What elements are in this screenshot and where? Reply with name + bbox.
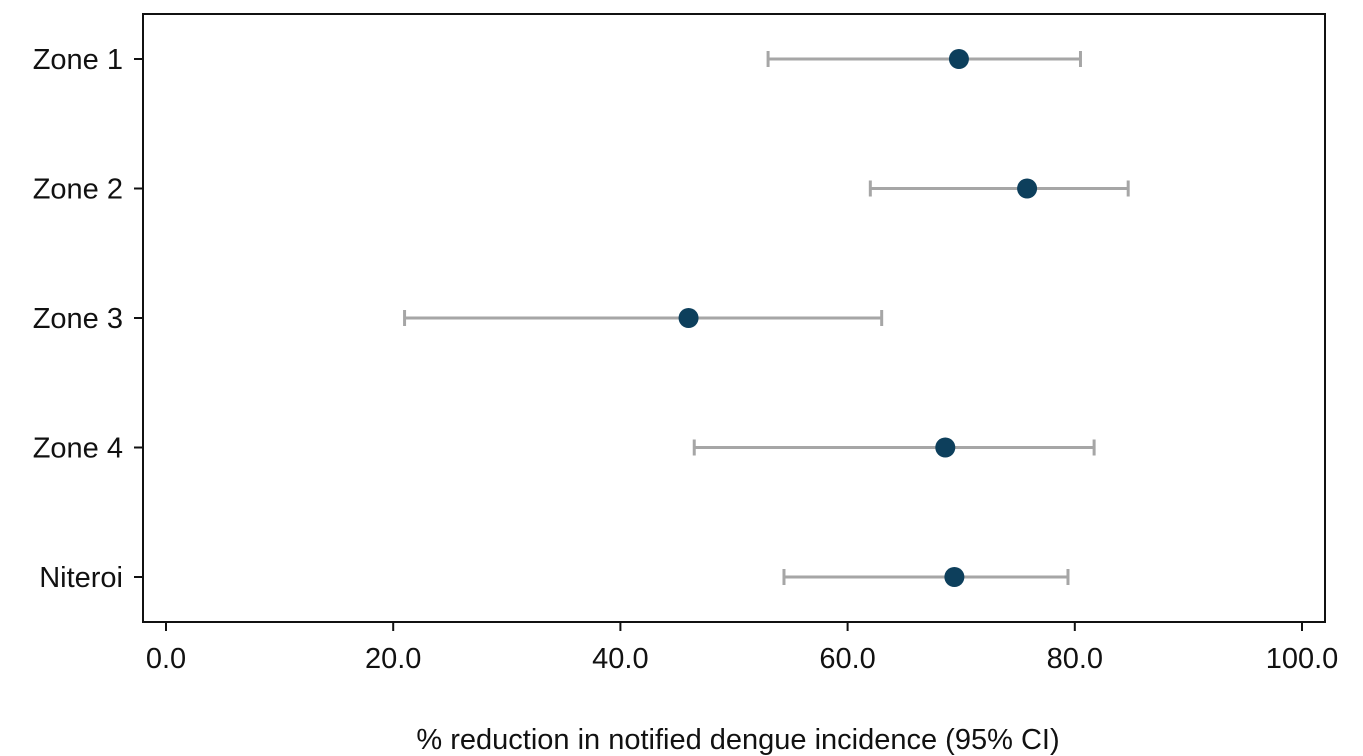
y-tick-label: Zone 3 [33, 303, 123, 335]
y-axis: Zone 1 Zone 2 Zone 3 Zone 4 Niteroi [33, 44, 143, 594]
ci-whisker [766, 51, 1082, 67]
point-estimate [948, 49, 969, 69]
ci-whisker [692, 439, 1096, 456]
point-estimate [935, 437, 956, 458]
y-tick-label: Zone 4 [33, 433, 123, 465]
point-estimate [944, 567, 965, 587]
x-tick-label: 60.0 [819, 643, 875, 675]
x-tick-label: 0.0 [146, 643, 186, 675]
y-tick-label: Niteroi [39, 562, 123, 594]
ci-whisker [403, 310, 884, 326]
point-estimate [1017, 178, 1038, 199]
x-tick-label: 80.0 [1047, 643, 1103, 675]
x-axis: 0.0 20.0 40.0 60.0 80.0 100.0 [146, 622, 1338, 675]
x-tick-label: 100.0 [1266, 643, 1339, 675]
x-tick-label: 20.0 [365, 643, 421, 675]
y-tick-label: Zone 2 [33, 174, 123, 206]
x-tick-label: 40.0 [592, 643, 648, 675]
y-tick-label: Zone 1 [33, 44, 123, 76]
ci-whisker [868, 180, 1130, 197]
x-axis-title: % reduction in notified dengue incidence… [416, 724, 1059, 756]
ci-whisker [782, 569, 1070, 585]
point-estimates [678, 49, 1038, 587]
confidence-intervals [403, 51, 1130, 585]
point-estimate [678, 308, 699, 328]
